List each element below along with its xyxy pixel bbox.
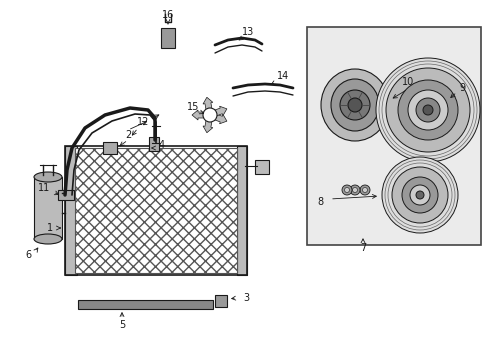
Bar (306, 27, 480, 245)
Ellipse shape (349, 185, 359, 195)
Circle shape (409, 185, 429, 205)
FancyArrow shape (203, 114, 212, 133)
Text: 12: 12 (137, 117, 149, 127)
Bar (254, 160, 268, 174)
Bar (78, 300, 213, 309)
Ellipse shape (362, 188, 367, 193)
Bar (75, 148, 237, 273)
Ellipse shape (34, 172, 62, 182)
Bar (65, 146, 246, 275)
Circle shape (203, 108, 217, 122)
Circle shape (407, 90, 447, 130)
Text: 8: 8 (316, 197, 323, 207)
Circle shape (415, 98, 439, 122)
Ellipse shape (330, 79, 378, 131)
Text: 9: 9 (458, 83, 464, 93)
Bar (149, 137, 159, 151)
FancyArrow shape (192, 110, 209, 120)
Bar (65, 146, 77, 275)
Ellipse shape (352, 188, 357, 193)
Ellipse shape (344, 188, 349, 193)
Ellipse shape (34, 234, 62, 244)
FancyArrow shape (203, 97, 212, 116)
Circle shape (401, 177, 437, 213)
Circle shape (397, 80, 457, 140)
Circle shape (381, 157, 457, 233)
Text: 1: 1 (47, 223, 53, 233)
Ellipse shape (359, 185, 369, 195)
Circle shape (339, 90, 369, 120)
Text: 14: 14 (276, 71, 288, 81)
Circle shape (391, 167, 447, 223)
Ellipse shape (341, 185, 351, 195)
Text: 4: 4 (159, 140, 165, 150)
Circle shape (422, 105, 432, 115)
Bar (103, 142, 117, 154)
Text: 3: 3 (243, 293, 248, 303)
FancyArrow shape (208, 106, 226, 118)
Bar (58, 190, 74, 200)
Text: 5: 5 (119, 320, 125, 330)
Text: 15: 15 (186, 102, 199, 112)
Circle shape (347, 98, 361, 112)
Circle shape (415, 191, 423, 199)
Circle shape (385, 68, 469, 152)
Text: 13: 13 (242, 27, 254, 37)
Ellipse shape (320, 69, 388, 141)
Circle shape (375, 58, 479, 162)
Text: 10: 10 (401, 77, 413, 87)
Text: 6: 6 (25, 250, 31, 260)
FancyArrow shape (208, 112, 226, 124)
Bar (161, 28, 175, 48)
Bar (237, 146, 246, 275)
Bar (34, 177, 62, 239)
Text: 2: 2 (124, 130, 131, 140)
Text: 16: 16 (162, 10, 174, 20)
Bar (215, 295, 226, 307)
Text: 7: 7 (359, 243, 366, 253)
Text: 11: 11 (38, 183, 50, 193)
